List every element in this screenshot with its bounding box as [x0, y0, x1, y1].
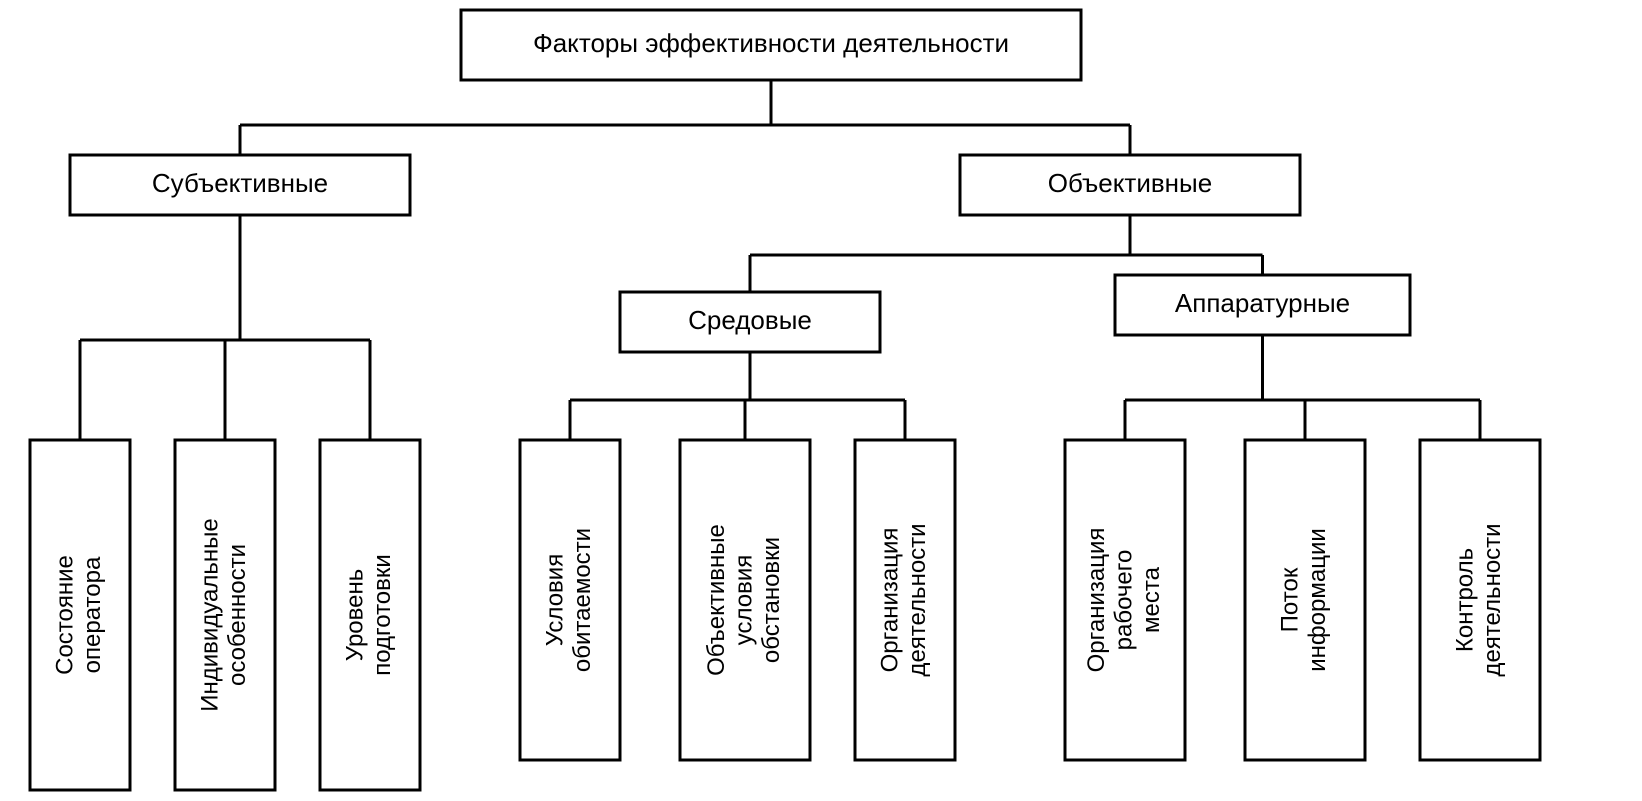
node-l5: Объективныеусловияобстановки: [680, 440, 810, 760]
svg-text:Поток: Поток: [1277, 567, 1304, 632]
svg-text:деятельности: деятельности: [1479, 523, 1506, 676]
svg-text:Объективные: Объективные: [1048, 168, 1212, 198]
node-l1: Состояниеоператора: [30, 440, 130, 790]
svg-text:Средовые: Средовые: [688, 305, 812, 335]
node-root: Факторы эффективности деятельности: [461, 10, 1081, 80]
svg-text:Факторы эффективности деятельн: Факторы эффективности деятельности: [533, 28, 1009, 58]
svg-text:особенности: особенности: [224, 544, 251, 686]
svg-text:Условия: Условия: [542, 554, 569, 646]
svg-text:Объективные: Объективные: [703, 524, 730, 676]
node-l8: Потокинформации: [1245, 440, 1365, 760]
node-l7: Организациярабочегоместа: [1065, 440, 1185, 760]
svg-text:Субъективные: Субъективные: [152, 168, 328, 198]
svg-text:деятельности: деятельности: [904, 523, 931, 676]
svg-text:Уровень: Уровень: [342, 569, 369, 661]
svg-text:Контроль: Контроль: [1452, 548, 1479, 652]
svg-text:Состояние: Состояние: [52, 555, 79, 675]
svg-text:Аппаратурные: Аппаратурные: [1175, 288, 1350, 318]
svg-text:подготовки: подготовки: [369, 554, 396, 676]
node-l3: Уровеньподготовки: [320, 440, 420, 790]
node-l4: Условияобитаемости: [520, 440, 620, 760]
node-sred: Средовые: [620, 292, 880, 352]
svg-text:Организация: Организация: [1083, 528, 1110, 673]
node-subj: Субъективные: [70, 155, 410, 215]
hierarchy-diagram: Факторы эффективности деятельности Субъек…: [0, 0, 1642, 801]
node-obj: Объективные: [960, 155, 1300, 215]
node-l9: Контрольдеятельности: [1420, 440, 1540, 760]
svg-text:обитаемости: обитаемости: [569, 528, 596, 672]
node-appar: Аппаратурные: [1115, 275, 1410, 335]
svg-text:оператора: оператора: [79, 556, 106, 673]
svg-text:Организация: Организация: [877, 528, 904, 673]
node-l2: Индивидуальныеособенности: [175, 440, 275, 790]
svg-text:условия: условия: [730, 555, 757, 646]
svg-text:Индивидуальные: Индивидуальные: [197, 518, 224, 712]
svg-text:рабочего: рабочего: [1110, 550, 1137, 651]
svg-text:обстановки: обстановки: [758, 537, 785, 663]
svg-text:места: места: [1138, 566, 1165, 633]
node-l6: Организациядеятельности: [855, 440, 955, 760]
svg-text:информации: информации: [1304, 528, 1331, 672]
